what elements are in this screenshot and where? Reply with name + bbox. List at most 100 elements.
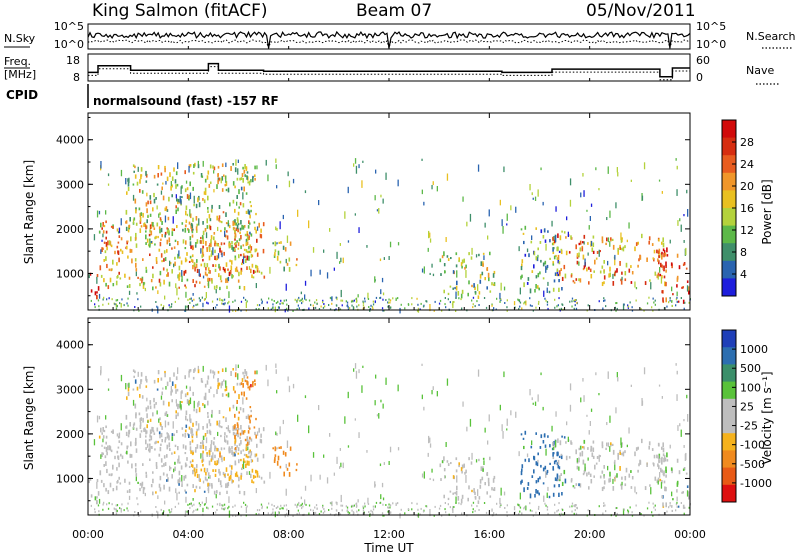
velocity-cell (614, 460, 615, 465)
power-cell (254, 174, 256, 177)
velocity-cell (541, 434, 543, 438)
power-cell (254, 166, 256, 170)
power-cell (289, 258, 291, 262)
power-cell (152, 222, 154, 227)
power-cell (204, 199, 206, 203)
velocity-cell (646, 463, 648, 467)
power-cell (219, 205, 221, 209)
power-cell (523, 241, 525, 244)
velocity-cell (298, 510, 299, 512)
velocity-cell (503, 372, 504, 378)
power-cell (486, 286, 488, 289)
velocity-cell (234, 424, 236, 428)
velocity-cell (178, 479, 180, 484)
power-cell (539, 271, 541, 274)
velocity-cell (121, 375, 122, 381)
power-cell (178, 298, 179, 300)
power-cell (523, 282, 525, 287)
power-cell (530, 289, 532, 294)
velocity-cell (672, 510, 673, 512)
power-cell (664, 276, 666, 279)
power-cell (157, 290, 158, 294)
power-cell (173, 167, 175, 171)
velocity-cell (232, 368, 234, 371)
power-cell (470, 214, 471, 222)
power-cell (213, 170, 214, 173)
velocity-cell (624, 509, 625, 511)
velocity-cell (448, 503, 449, 505)
velocity-cell (602, 471, 604, 474)
power-cell (163, 280, 165, 285)
velocity-cell (475, 510, 476, 512)
velocity-cell (389, 461, 390, 465)
power-cell (228, 301, 229, 303)
velocity-cell (580, 483, 582, 487)
velocity-cell (176, 403, 178, 406)
velocity-cell (423, 407, 424, 411)
power-cell (564, 231, 566, 233)
colorbar-step (722, 364, 736, 382)
power-cell (543, 263, 545, 267)
power-cell (232, 163, 234, 166)
velocity-cell (667, 459, 669, 461)
velocity-cell (275, 454, 277, 457)
velocity-cell (584, 470, 586, 473)
velocity-cell (211, 414, 212, 418)
velocity-cell (647, 507, 648, 509)
velocity-cell (504, 492, 505, 496)
power-cell (425, 300, 426, 302)
power-cell (660, 274, 662, 276)
velocity-cell (192, 484, 194, 488)
power-cell (233, 200, 235, 204)
power-cell (562, 277, 564, 281)
power-cell (202, 221, 204, 225)
velocity-cell (275, 364, 276, 368)
power-cell (206, 232, 207, 238)
power-cell (236, 240, 238, 243)
velocity-cell (268, 503, 269, 505)
velocity-cell (205, 384, 207, 388)
velocity-cell (428, 453, 429, 457)
velocity-cell (147, 444, 149, 448)
velocity-cell (688, 496, 690, 500)
colorbar-step (722, 485, 736, 503)
power-cell (197, 269, 199, 273)
velocity-cell (452, 508, 453, 510)
velocity-cell (100, 366, 101, 374)
velocity-cell (556, 452, 558, 456)
velocity-cell (471, 490, 473, 492)
velocity-cell (176, 430, 178, 433)
velocity-cell (235, 364, 236, 371)
power-cell (98, 305, 99, 307)
power-cell (375, 195, 376, 200)
power-cell (559, 270, 561, 274)
power-cell (202, 176, 204, 178)
velocity-cell (613, 450, 615, 455)
power-cell (280, 221, 281, 229)
power-cell (161, 260, 163, 262)
power-cell (261, 302, 262, 304)
velocity-cell (165, 413, 167, 416)
power-cell (238, 206, 240, 208)
power-cell (140, 278, 142, 281)
power-cell (135, 199, 137, 204)
colorbar-tick-label: 28 (740, 136, 754, 149)
velocity-cell (499, 498, 500, 505)
power-cell (655, 304, 656, 306)
power-cell (240, 220, 242, 224)
velocity-cell (255, 418, 257, 420)
power-cell (278, 307, 279, 309)
velocity-cell (324, 510, 325, 512)
velocity-cell (196, 486, 198, 489)
power-cell (286, 299, 287, 301)
power-cell (659, 180, 660, 182)
power-cell (214, 232, 216, 235)
velocity-cell (450, 491, 452, 493)
velocity-cell (663, 448, 665, 453)
power-cell (284, 300, 285, 302)
power-cell (182, 229, 184, 232)
velocity-cell (575, 504, 576, 506)
velocity-cell (532, 397, 533, 400)
power-cell (198, 218, 199, 225)
velocity-cell (194, 468, 196, 471)
